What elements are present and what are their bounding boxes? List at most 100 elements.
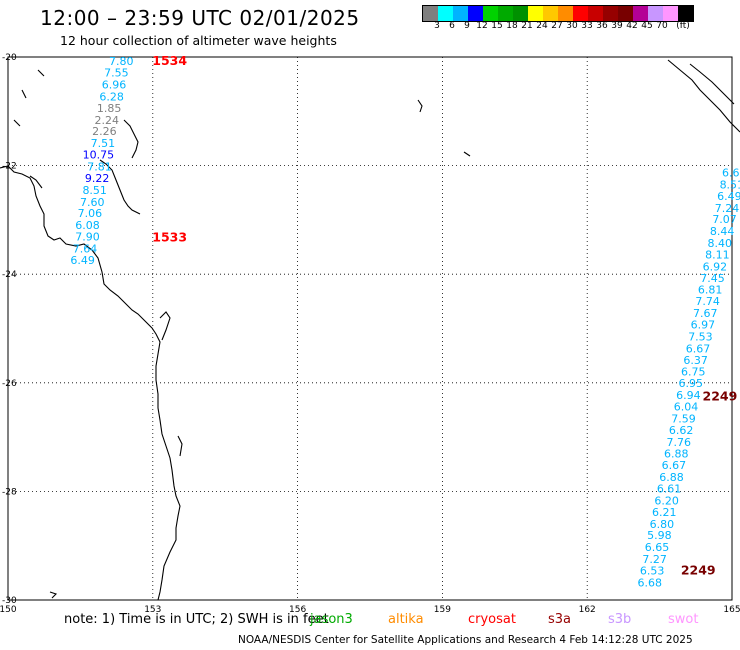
- legend-label: 6: [449, 21, 455, 31]
- legend-label: 3: [434, 21, 440, 31]
- legend-label: 70: [656, 21, 668, 31]
- wave-height-value: 6.04: [674, 400, 699, 413]
- longitude-label: 162: [579, 605, 596, 615]
- wave-height-value: 7.90: [75, 231, 100, 244]
- wave-height-value: 6.75: [681, 366, 706, 379]
- wave-height-value: 7.81: [87, 160, 112, 173]
- reef-cay-2: [463, 151, 471, 157]
- legend-swatch: [633, 6, 648, 21]
- legend-swatch: [513, 6, 528, 21]
- legend-swatch: [423, 6, 438, 21]
- longitude-label: 153: [144, 605, 161, 615]
- latitude-label: -28: [2, 487, 17, 497]
- wave-height-value: 8.51: [720, 178, 740, 191]
- wave-height-value: 6.80: [650, 518, 675, 531]
- wave-height-value: 6.61: [657, 482, 682, 495]
- wave-height-value: 7.60: [80, 196, 105, 209]
- longitude-label: 150: [0, 605, 17, 615]
- wave-height-observations: 7.807.556.966.281.852.242.267.5110.757.8…: [70, 53, 740, 589]
- legend-swatch: [498, 6, 513, 21]
- map-subtitle: 12 hour collection of altimeter wave hei…: [60, 33, 337, 48]
- legend-swatch: [453, 6, 468, 21]
- wave-height-value: 7.53: [688, 330, 713, 343]
- wave-height-value: 8.44: [710, 225, 735, 238]
- wave-height-value: 6.08: [75, 219, 100, 232]
- longitude-label: 156: [289, 605, 306, 615]
- wave-height-value: 7.76: [666, 436, 691, 449]
- wave-height-value: 7.59: [671, 412, 696, 425]
- wave-height-value: 6.96: [102, 78, 127, 91]
- pass-time-label: 2249: [681, 562, 716, 577]
- wave-height-value: 8.40: [708, 237, 733, 250]
- whitsunday-islands: [123, 119, 139, 159]
- latitude-label: -30: [2, 596, 17, 606]
- wave-height-value: 6.49: [70, 254, 95, 267]
- wave-height-value: 6.28: [99, 90, 124, 103]
- pass-time-label: 1534: [152, 53, 187, 68]
- latitude-label: -26: [2, 379, 17, 389]
- coast-islet-4: [13, 119, 21, 127]
- legend-swatch: [573, 6, 588, 21]
- satellite-label-s3a: s3a: [548, 612, 572, 627]
- wave-height-value: 6.62: [669, 424, 694, 437]
- legend-label: 12: [476, 21, 488, 31]
- latitude-label: -22: [2, 162, 17, 172]
- legend-label: 9: [464, 21, 470, 31]
- pass-time-label: 2249: [703, 389, 738, 404]
- wave-height-value: 6.68: [638, 576, 663, 589]
- wave-height-value: 7.27: [642, 553, 667, 566]
- legend-label: 42: [626, 21, 638, 31]
- legend-swatch: [528, 6, 543, 21]
- legend-swatch: [468, 6, 483, 21]
- legend-label: 21: [521, 21, 533, 31]
- legend-label: 24: [536, 21, 548, 31]
- legend-swatch: [663, 6, 678, 21]
- wave-height-value: 6.88: [659, 471, 684, 484]
- legend-label: 39: [611, 21, 623, 31]
- legend-label: 15: [491, 21, 503, 31]
- wave-height-value: 10.75: [83, 149, 115, 162]
- pass-time-label: 1533: [152, 230, 187, 245]
- wave-height-value: 6.20: [654, 494, 679, 507]
- legend-swatch: [648, 6, 663, 21]
- wave-height-value: 6.95: [679, 377, 704, 390]
- wave-height-value: 1.85: [97, 102, 122, 115]
- legend-label: 33: [581, 21, 593, 31]
- legend-swatch: [438, 6, 453, 21]
- legend-swatch: [678, 6, 693, 21]
- axis-labels: 150 153 156 159 162 165 -20 -22 -24 -26 -28 -30: [0, 53, 740, 615]
- wave-height-value: 6.65: [645, 541, 670, 554]
- wave-height-value: 7.55: [104, 67, 129, 80]
- wave-height-value: 7.24: [715, 202, 740, 215]
- isle-marker: [49, 591, 58, 599]
- wave-height-value: 2.26: [92, 125, 117, 138]
- wave-height-value: 7.07: [712, 213, 737, 226]
- coast-islet-3: [21, 89, 27, 99]
- longitude-label: 165: [723, 605, 740, 615]
- wave-height-value: 6.67: [686, 342, 711, 355]
- queensland-northeast-coast: [99, 159, 141, 215]
- wave-height-value: 5.98: [647, 529, 672, 542]
- wave-height-value: 6.21: [652, 506, 677, 519]
- map-title: 12:00 – 23:59 UTC 02/01/2025: [40, 6, 360, 30]
- wave-height-value: 6.97: [691, 319, 716, 332]
- wave-height-value: 7.51: [91, 137, 116, 150]
- wave-height-value: 6.94: [676, 389, 701, 402]
- legend-label: 27: [551, 21, 563, 31]
- legend-label: 30: [566, 21, 578, 31]
- longitude-label: 159: [434, 605, 451, 615]
- wave-height-value: 6.37: [683, 354, 708, 367]
- latitude-label: -24: [2, 270, 17, 280]
- legend-swatch: [543, 6, 558, 21]
- wave-height-value: 8.51: [82, 184, 107, 197]
- coast-islet-1: [29, 175, 43, 189]
- wave-height-value: 7.45: [700, 272, 725, 285]
- satellite-label-altika: altika: [388, 612, 424, 627]
- satellite-label-cryosat: cryosat: [468, 612, 516, 627]
- map-frame: [7, 56, 733, 601]
- legend-swatch: [483, 6, 498, 21]
- satellite-label-jason3: jason3: [310, 612, 353, 627]
- wave-height-value: 6.49: [717, 190, 740, 203]
- fraser-island: [159, 311, 171, 341]
